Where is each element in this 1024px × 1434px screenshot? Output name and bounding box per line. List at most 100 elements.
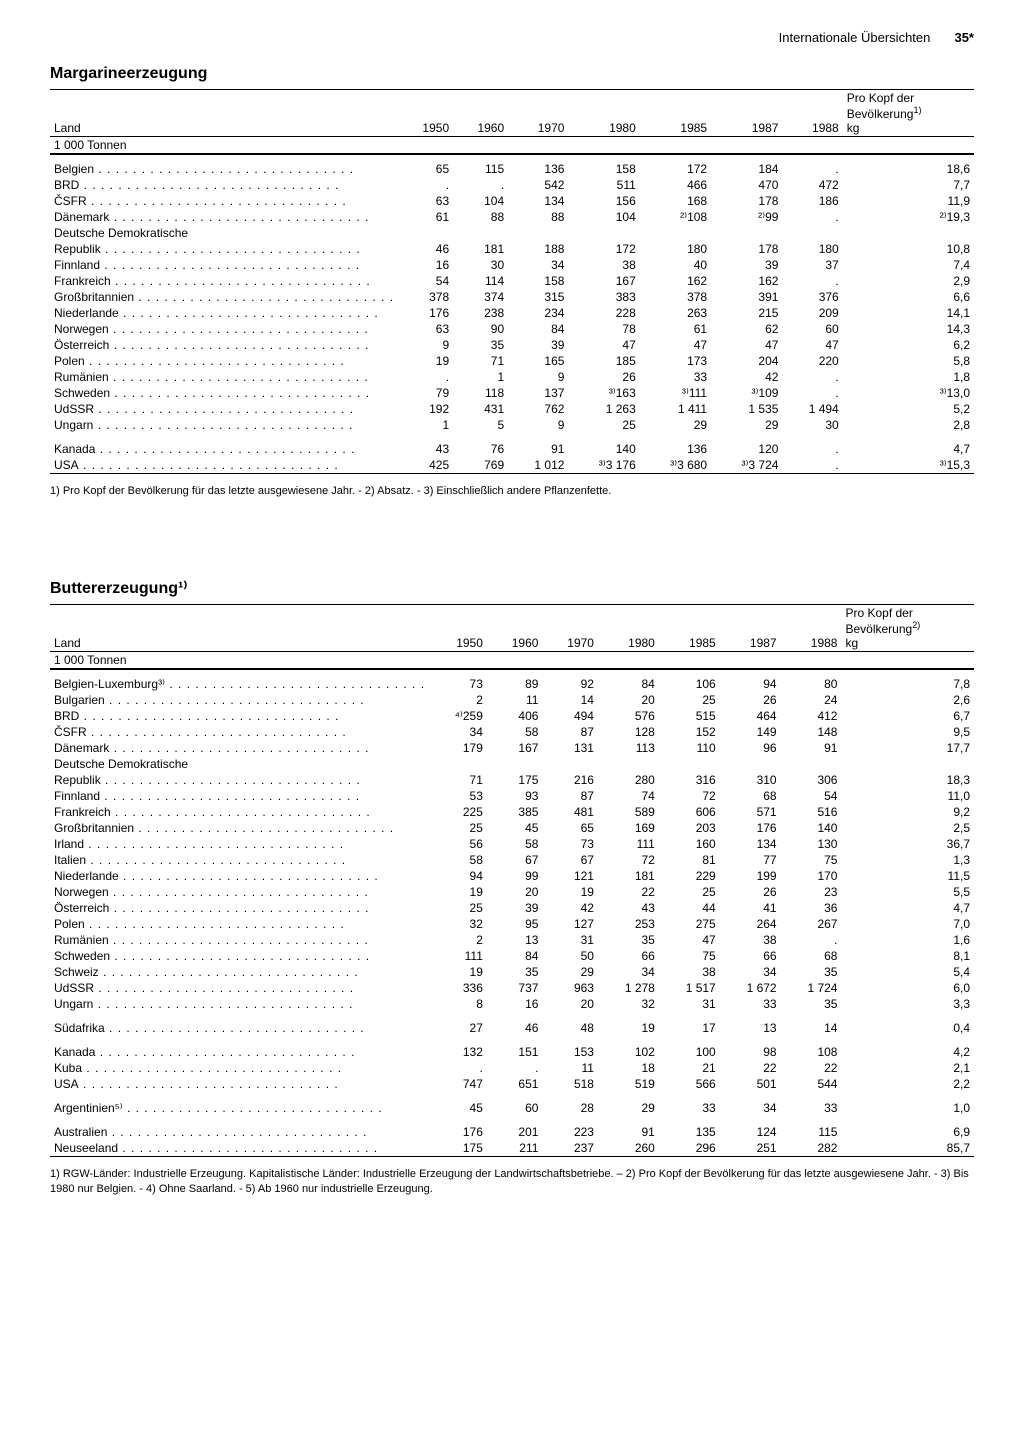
value-cell: 47	[782, 337, 842, 353]
value-cell: 29	[542, 964, 598, 980]
value-cell: 140	[568, 441, 639, 457]
country-cell: ČSFR	[50, 724, 429, 740]
value-cell: 1	[453, 369, 508, 385]
value-cell: 94	[720, 676, 781, 692]
value-cell: 124	[720, 1124, 781, 1140]
table-row: ČSFR3458871281521491489,5	[50, 724, 974, 740]
value-cell: 58	[429, 852, 487, 868]
value-cell	[659, 756, 720, 772]
value-cell: 264	[720, 916, 781, 932]
value-cell: 542	[508, 177, 568, 193]
value-cell: .	[782, 385, 842, 401]
value-cell: 115	[781, 1124, 842, 1140]
value-cell: 136	[640, 441, 711, 457]
value-cell: 21	[659, 1060, 720, 1076]
value-cell: 275	[659, 916, 720, 932]
value-cell: 136	[508, 161, 568, 177]
value-cell: .	[782, 441, 842, 457]
col-header: 1988	[781, 605, 842, 652]
value-cell: 58	[487, 836, 543, 852]
value-cell	[542, 756, 598, 772]
table-row: Polen19711651851732042205,8	[50, 353, 974, 369]
country-cell: UdSSR	[50, 401, 398, 417]
table-row: Belgien65115136158172184.18,6	[50, 161, 974, 177]
value-cell: 91	[598, 1124, 659, 1140]
value-cell: 3,3	[841, 996, 974, 1012]
value-cell: 472	[782, 177, 842, 193]
country-cell: BRD	[50, 177, 398, 193]
value-cell: 77	[720, 852, 781, 868]
value-cell: 71	[429, 772, 487, 788]
col-header: 1980	[598, 605, 659, 652]
table-row: UdSSR3367379631 2781 5171 6721 7246,0	[50, 980, 974, 996]
value-cell: 378	[640, 289, 711, 305]
col-header: 1987	[711, 90, 782, 137]
value-cell: 566	[659, 1076, 720, 1092]
value-cell: 148	[781, 724, 842, 740]
value-cell: 2,1	[841, 1060, 974, 1076]
table-row: Schweden1118450667566688,1	[50, 948, 974, 964]
value-cell: 1,8	[843, 369, 974, 385]
value-cell: 50	[542, 948, 598, 964]
value-cell: 14,3	[843, 321, 974, 337]
value-cell: 31	[542, 932, 598, 948]
value-cell: 511	[568, 177, 639, 193]
value-cell: 132	[429, 1044, 487, 1060]
value-cell: 378	[398, 289, 453, 305]
value-cell: 6,6	[843, 289, 974, 305]
value-cell: 44	[659, 900, 720, 916]
value-cell: 23	[781, 884, 842, 900]
value-cell: 14	[781, 1020, 842, 1036]
value-cell: 199	[720, 868, 781, 884]
value-cell: 173	[640, 353, 711, 369]
country-cell: Italien	[50, 852, 429, 868]
value-cell: 34	[720, 964, 781, 980]
value-cell: 60	[487, 1100, 543, 1116]
country-cell: Ungarn	[50, 417, 398, 433]
value-cell: 481	[542, 804, 598, 820]
value-cell: 172	[640, 161, 711, 177]
page-header: Internationale Übersichten 35*	[50, 30, 974, 45]
country-cell: Polen	[50, 916, 429, 932]
value-cell: 106	[659, 676, 720, 692]
value-cell: 306	[781, 772, 842, 788]
table-row: Niederlande949912118122919917011,5	[50, 868, 974, 884]
value-cell: 606	[659, 804, 720, 820]
col-header: 1950	[398, 90, 453, 137]
value-cell: 7,7	[843, 177, 974, 193]
value-cell: 89	[487, 676, 543, 692]
value-cell: 20	[598, 692, 659, 708]
value-cell: 47	[640, 337, 711, 353]
value-cell: 30	[782, 417, 842, 433]
table-row: Südafrika274648191713140,4	[50, 1020, 974, 1036]
value-cell: 73	[429, 676, 487, 692]
table-row: Dänemark179167131113110969117,7	[50, 740, 974, 756]
country-cell: Belgien	[50, 161, 398, 177]
unit-label: 1 000 Tonnen	[50, 652, 841, 670]
value-cell	[841, 756, 974, 772]
value-cell: 46	[398, 241, 453, 257]
value-cell: 11,0	[841, 788, 974, 804]
value-cell: ²⁾108	[640, 209, 711, 225]
value-cell: 108	[781, 1044, 842, 1060]
value-cell: 80	[781, 676, 842, 692]
value-cell: 571	[720, 804, 781, 820]
value-cell: 84	[598, 676, 659, 692]
table-row: Niederlande17623823422826321520914,1	[50, 305, 974, 321]
value-cell: 185	[568, 353, 639, 369]
table-row: Argentinien⁵⁾456028293334331,0	[50, 1100, 974, 1116]
value-cell: 2,5	[841, 820, 974, 836]
table-row: UdSSR1924317621 2631 4111 5351 4945,2	[50, 401, 974, 417]
value-cell: 762	[508, 401, 568, 417]
value-cell: 75	[659, 948, 720, 964]
value-cell: 18	[598, 1060, 659, 1076]
country-cell: Dänemark	[50, 740, 429, 756]
country-cell: Belgien-Luxemburg³⁾	[50, 676, 429, 692]
value-cell: 68	[720, 788, 781, 804]
value-cell: 162	[640, 273, 711, 289]
value-cell: 130	[781, 836, 842, 852]
value-cell: 47	[568, 337, 639, 353]
value-cell: 470	[711, 177, 782, 193]
table-row: ČSFR6310413415616817818611,9	[50, 193, 974, 209]
value-cell: 176	[429, 1124, 487, 1140]
